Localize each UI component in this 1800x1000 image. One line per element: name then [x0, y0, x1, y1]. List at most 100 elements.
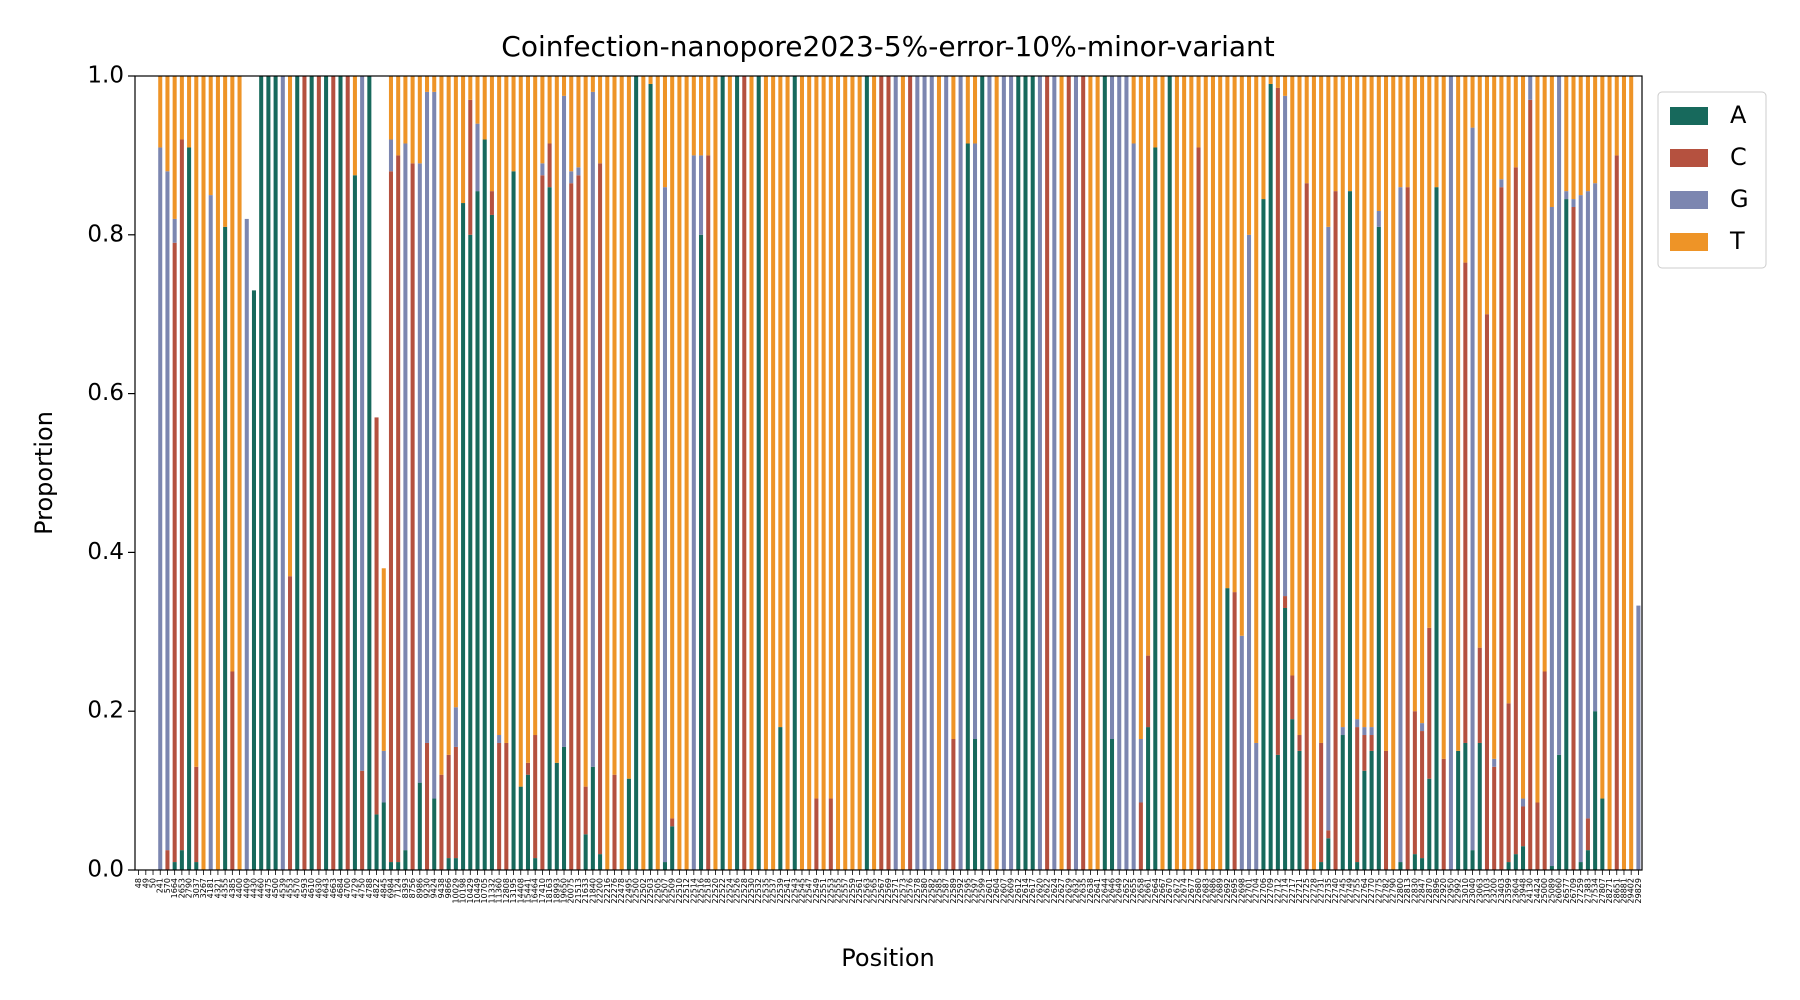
x-tick-label: 22698 [1237, 878, 1246, 903]
bar-segment [468, 99, 473, 235]
bar-segment [749, 76, 754, 870]
x-tick-label: 4750 [358, 878, 367, 898]
y-tick-label: 0.4 [87, 539, 124, 565]
x-tick-label: 22695 [1230, 878, 1239, 903]
bar-segment [208, 195, 213, 871]
x-tick-label: 12808 [502, 878, 511, 903]
bar-segment [958, 76, 963, 870]
bar-segment [497, 735, 502, 743]
x-tick-label: 22644 [1100, 878, 1109, 903]
x-tick-label: 21513 [574, 878, 583, 903]
bar-segment [1391, 76, 1396, 870]
x-tick-label: 8393 [401, 878, 410, 898]
x-tick-label: 22620 [1035, 878, 1044, 903]
bar-segment [1477, 76, 1482, 648]
x-tick-label: 22830 [1410, 878, 1419, 903]
x-tick-label: 1664 [170, 878, 179, 898]
x-tick-label: 22526 [733, 878, 742, 903]
bar-segment [410, 76, 415, 164]
bar-segment [648, 83, 653, 870]
bar-segment [1384, 76, 1389, 751]
bar-segment [1153, 147, 1158, 870]
bar-segment [1304, 76, 1309, 184]
bar-segment [1571, 76, 1576, 200]
x-tick-label: 22585 [934, 878, 943, 903]
bar-segment [547, 187, 552, 870]
bar-segment [482, 139, 487, 870]
bar-segment [1146, 76, 1151, 656]
bar-segment [1398, 862, 1403, 870]
x-tick-label: 22522 [718, 878, 727, 903]
bar-segment [1585, 850, 1590, 870]
x-tick-label: 22555 [834, 878, 843, 903]
x-tick-label: 4181 [206, 878, 215, 898]
bar-segment [965, 76, 970, 144]
bar-segment [742, 76, 747, 870]
bar-segment [1261, 199, 1266, 870]
bar-segment [1463, 742, 1468, 870]
bar-segment [598, 854, 603, 870]
bar-segment [843, 76, 848, 870]
x-tick-label: 4643 [322, 878, 331, 898]
bar-segment [1362, 76, 1367, 728]
y-axis-label: Proportion [30, 411, 58, 535]
x-tick-label: 22563 [862, 878, 871, 903]
x-tick-label: 22561 [855, 878, 864, 903]
bar-segment [1484, 76, 1489, 315]
x-tick-label: 10029 [451, 878, 460, 903]
legend-label: C [1730, 143, 1747, 171]
x-tick-label: 22510 [675, 878, 684, 903]
bar-segment [1102, 76, 1107, 870]
bar-segment [417, 163, 422, 783]
x-tick-label: 9230 [423, 878, 432, 898]
bar-segment [396, 76, 401, 156]
bar-segment [244, 218, 249, 871]
bar-segment [475, 123, 480, 192]
x-tick-label: 22770 [1367, 878, 1376, 903]
bar-segment [1268, 76, 1273, 84]
bar-segment [1376, 210, 1381, 227]
bar-segment [720, 76, 725, 870]
x-tick-label: 22992 [1454, 878, 1463, 903]
bar-segment [1636, 605, 1641, 870]
x-tick-label: 4845 [379, 878, 388, 898]
bar-segment [403, 143, 408, 851]
x-tick-label: 4500 [271, 878, 280, 898]
bar-segment [1045, 76, 1050, 870]
bar-segment [1593, 76, 1598, 184]
bar-segment [439, 774, 444, 870]
bar-segment [973, 76, 978, 144]
x-tick-label: 22712 [1273, 878, 1282, 903]
x-tick-label: 22609 [1007, 878, 1016, 903]
x-tick-label: 2653 [177, 878, 186, 898]
bar-segment [662, 862, 667, 870]
x-tick-label: 22571 [891, 878, 900, 903]
y-tick-label: 0.2 [87, 698, 124, 724]
x-tick-label: 4684 [336, 878, 345, 898]
x-tick-label: 23040 [1468, 878, 1477, 903]
bar-segment [699, 234, 704, 871]
bar-segment [223, 76, 228, 227]
bar-segment [569, 171, 574, 184]
bar-segment [172, 218, 177, 243]
bar-segment [1463, 262, 1468, 743]
x-tick-label: 4570 [293, 878, 302, 898]
x-tick-label: 22950 [1446, 878, 1455, 903]
bar-segment [1138, 802, 1143, 870]
bar-segment [1355, 862, 1360, 870]
bar-segment [735, 76, 740, 870]
bar-segment [432, 798, 437, 870]
bar-segment [1549, 866, 1554, 870]
bar-segment [908, 76, 913, 870]
x-tick-label: 4430 [249, 878, 258, 898]
bar-segment [425, 76, 430, 92]
x-tick-label: 23010 [1461, 878, 1470, 903]
x-tick-label: 26577 [1562, 878, 1571, 903]
x-tick-label: 22524 [725, 878, 734, 903]
x-tick-label: 22530 [747, 878, 756, 903]
bar-segment [1189, 76, 1194, 870]
bar-segment [468, 234, 473, 871]
bar-segment [1362, 735, 1367, 771]
bar-segment [1355, 76, 1360, 720]
bar-segment [345, 76, 350, 870]
